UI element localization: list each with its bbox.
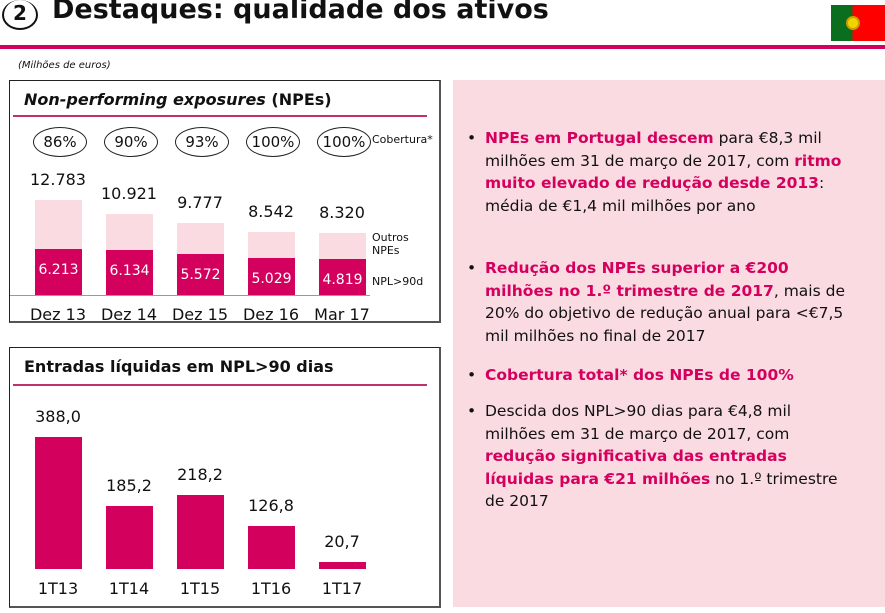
bullet-text: : média de €1,4 mil milhões por ano	[485, 174, 825, 215]
coverage-oval: 100%	[246, 127, 300, 157]
highlight-bullet: Descida dos NPL>90 dias para €4,8 mil mi…	[467, 400, 845, 513]
inflow-value-label: 388,0	[35, 407, 81, 427]
bar-other-npes	[319, 233, 366, 260]
coverage-label: Cobertura*	[372, 133, 433, 146]
total-value-label: 9.777	[177, 192, 223, 212]
bar-npl-90d	[177, 253, 224, 295]
bar-npl-90d	[319, 259, 366, 295]
inflow-chart-title: Entradas líquidas em NPL>90 dias	[24, 357, 334, 376]
inflow-title-underline	[13, 384, 427, 386]
inflow-category-label: 1T15	[179, 579, 221, 598]
bar-npl-90d	[106, 249, 153, 295]
npl-value-label: 6.134	[109, 262, 150, 279]
npe-title-underline	[13, 115, 427, 117]
bar-other-npes	[106, 214, 153, 250]
npl-value-label: 5.029	[251, 270, 292, 287]
bullet-text: no 1.º trimestre de 2017	[485, 469, 838, 511]
inflow-bar	[319, 561, 366, 569]
category-label: Dez 15	[171, 305, 228, 324]
category-label: Dez 13	[29, 305, 86, 324]
page-title: Destaques: qualidade dos ativos	[52, 0, 549, 25]
inflow-chart-panel: Entradas líquidas em NPL>90 dias 388,0 1T…	[9, 347, 441, 608]
category-label: Mar 17	[314, 305, 370, 324]
total-value-label: 12.783	[30, 170, 86, 190]
bar-other-npes	[248, 231, 295, 258]
npe-chart-panel: Non-performing exposures (NPEs) Cobertur…	[9, 80, 441, 324]
inflow-value-label: 218,2	[177, 464, 223, 484]
units-note: (Milhões de euros)	[18, 60, 111, 71]
title-divider	[0, 45, 885, 49]
total-value-label: 8.320	[319, 203, 365, 223]
bar-npl-90d	[35, 249, 82, 295]
total-value-label: 10.921	[101, 184, 157, 204]
highlights-panel: NPEs em Portugal descem para €8,3 mil mi…	[453, 80, 885, 607]
coverage-oval: 90%	[104, 127, 158, 157]
inflow-bar	[35, 437, 82, 569]
bar-npl-90d	[248, 257, 295, 295]
coverage-oval: 93%	[175, 127, 229, 157]
inflow-value-label: 20,7	[324, 531, 360, 551]
inflow-value-label: 185,2	[106, 476, 152, 496]
coverage-oval: 86%	[33, 127, 87, 157]
inflow-category-label: 1T16	[250, 579, 292, 598]
highlight-text: NPEs em Portugal descem	[485, 129, 714, 147]
npe-chart-title: Non-performing exposures (NPEs)	[24, 90, 332, 109]
npl-value-label: 5.572	[180, 266, 221, 283]
inflow-bar	[106, 506, 153, 569]
coverage-oval: 100%	[317, 127, 371, 157]
highlight-bullet: NPEs em Portugal descem para €8,3 mil mi…	[467, 127, 845, 217]
total-value-label: 8.542	[248, 201, 294, 221]
npe-title-italic: Non-performing exposures	[24, 90, 266, 109]
inflow-bar	[248, 525, 295, 569]
bar-other-npes	[35, 200, 82, 249]
bullet-text: para €8,3 mil milhões em 31 de março de …	[485, 129, 822, 170]
bar-other-npes	[177, 222, 224, 254]
highlight-text: redução significativa das entradas líqui…	[485, 447, 787, 488]
highlight-text: ritmo muito elevado de redução desde 201…	[485, 151, 842, 193]
category-label: Dez 14	[100, 305, 157, 324]
inflow-value-label: 126,8	[248, 495, 294, 515]
inflow-category-label: 1T13	[37, 579, 79, 598]
inflow-category-label: 1T14	[108, 579, 150, 598]
bullet-text: , mais de 20% do objetivo de redução anu…	[485, 281, 845, 345]
legend-npl-90d: NPL>90d	[372, 275, 424, 288]
npl-value-label: 6.213	[38, 262, 79, 279]
npe-title-rest: (NPEs)	[265, 90, 332, 109]
inflow-category-label: 1T17	[321, 579, 363, 598]
bullet-text: Descida dos NPL>90 dias para €4,8 mil mi…	[485, 402, 792, 443]
highlight-text: Cobertura total* dos NPEs de 100%	[485, 366, 794, 384]
npe-baseline	[10, 295, 370, 296]
highlight-bullet: Cobertura total* dos NPEs de 100%	[467, 364, 845, 387]
category-label: Dez 16	[242, 305, 299, 324]
highlight-text: Redução dos NPEs superior a €200 milhões…	[485, 259, 789, 300]
npl-value-label: 4.819	[322, 272, 363, 289]
highlight-bullet: Redução dos NPEs superior a €200 milhões…	[467, 257, 845, 347]
inflow-bar	[177, 494, 224, 569]
portugal-flag-icon	[831, 5, 885, 41]
legend-other-npes: Outros NPEs	[372, 231, 409, 257]
section-number: 2	[2, 0, 38, 30]
